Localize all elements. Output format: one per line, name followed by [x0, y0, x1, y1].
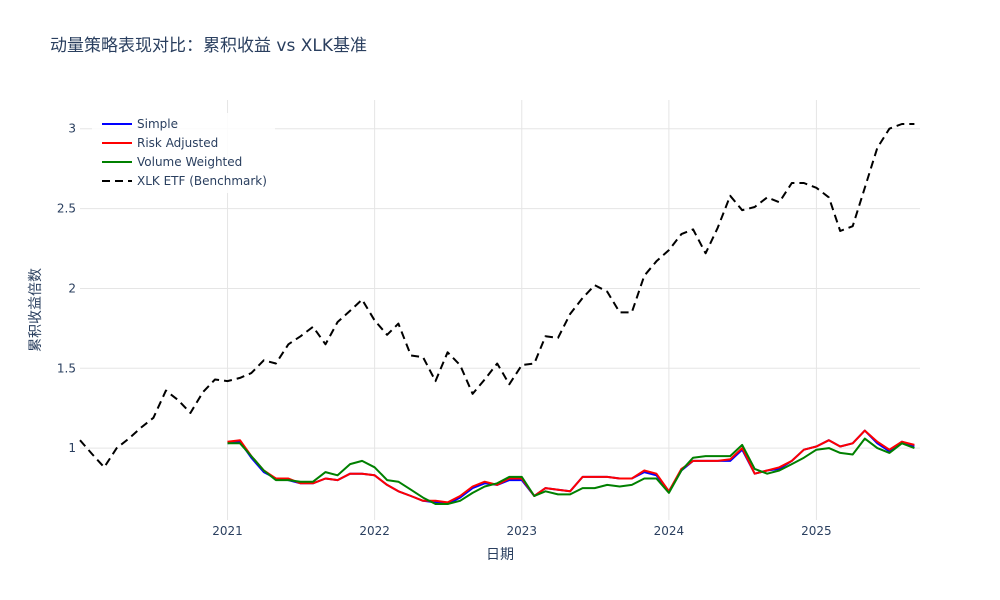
legend: Simple Risk Adjusted Volume Weighted XLK ET… [92, 113, 275, 193]
x-tick-label: 2022 [359, 524, 390, 538]
x-tick-label: 2025 [801, 524, 832, 538]
y-tick-labels: 1 1.5 2 2.5 3 [57, 122, 76, 455]
legend-label-volume-weighted: Volume Weighted [137, 155, 242, 169]
legend-label-xlk-etf-benchmark: XLK ETF (Benchmark) [137, 174, 267, 188]
x-axis-title: 日期 [486, 547, 514, 563]
y-tick-label: 2 [68, 281, 76, 295]
y-tick-label: 3 [68, 122, 76, 136]
x-tick-label: 2021 [212, 524, 243, 538]
x-tick-labels: 2021 2022 2023 2024 2025 [212, 524, 831, 538]
y-tick-label: 1.5 [57, 361, 76, 375]
y-tick-label: 1 [68, 441, 76, 455]
legend-label-risk-adjusted: Risk Adjusted [137, 136, 218, 150]
x-tick-label: 2024 [654, 524, 685, 538]
y-axis-title: 累积收益倍数 [28, 268, 44, 352]
y-tick-label: 2.5 [57, 202, 76, 216]
chart-title: 动量策略表现对比：累积收益 vs XLK基准 [50, 36, 367, 56]
x-tick-label: 2023 [506, 524, 537, 538]
legend-label-simple: Simple [137, 117, 178, 131]
